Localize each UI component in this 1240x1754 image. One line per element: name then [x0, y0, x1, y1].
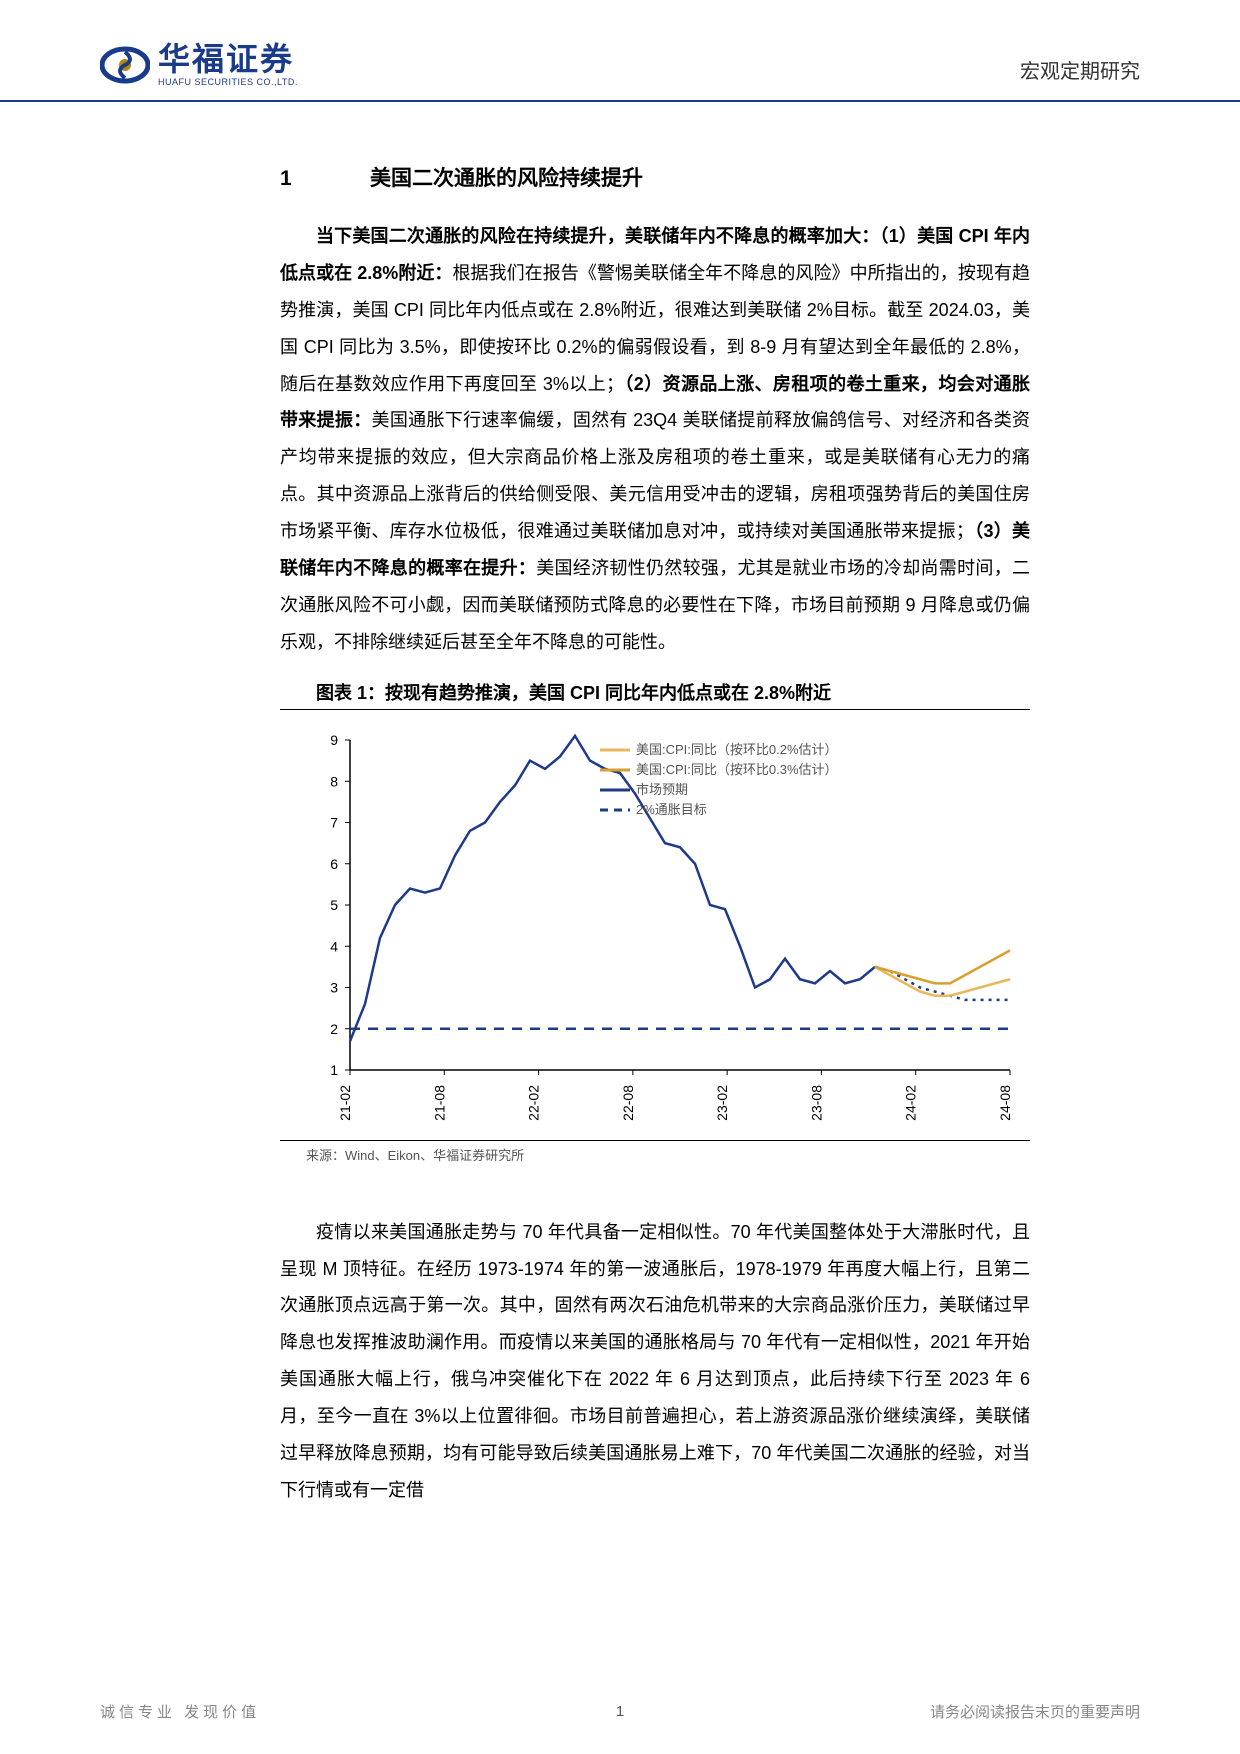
svg-text:7: 7	[330, 814, 338, 830]
svg-text:21-08: 21-08	[431, 1084, 447, 1120]
svg-text:23-08: 23-08	[808, 1084, 824, 1120]
svg-text:市场预期: 市场预期	[636, 782, 688, 797]
svg-text:2%通胀目标: 2%通胀目标	[636, 802, 707, 817]
content-area: 1美国二次通胀的风险持续提升 当下美国二次通胀的风险在持续提升，美联储年内不降息…	[0, 102, 1240, 1509]
svg-text:24-02: 24-02	[903, 1084, 919, 1120]
footer-left: 诚信专业 发现价值	[100, 1701, 260, 1722]
logo-en: HUAFU SECURITIES CO.,LTD.	[158, 78, 298, 88]
logo-text: 华福证券 HUAFU SECURITIES CO.,LTD.	[158, 42, 298, 87]
svg-text:1: 1	[330, 1062, 338, 1078]
page: 华福证券 HUAFU SECURITIES CO.,LTD. 宏观定期研究 1美…	[0, 0, 1240, 1754]
svg-text:22-02: 22-02	[526, 1084, 542, 1120]
logo-area: 华福证券 HUAFU SECURITIES CO.,LTD.	[100, 40, 298, 90]
footer: 诚信专业 发现价值 1 请务必阅读报告末页的重要声明	[0, 1701, 1240, 1722]
svg-text:9: 9	[330, 732, 338, 748]
svg-text:3: 3	[330, 979, 338, 995]
svg-text:6: 6	[330, 855, 338, 871]
p1-text-3: 美国通胀下行速率偏缓，固然有 23Q4 美联储提前释放偏鸽信号、对经济和各类资产…	[280, 410, 1030, 541]
svg-text:5: 5	[330, 897, 338, 913]
svg-text:21-02: 21-02	[337, 1084, 353, 1120]
svg-text:23-02: 23-02	[714, 1084, 730, 1120]
logo-cn: 华福证券	[158, 42, 298, 77]
p2-bold: 疫情以来美国通胀走势与 70 年代具备一定相似性。	[316, 1222, 731, 1242]
svg-text:22-08: 22-08	[620, 1084, 636, 1120]
paragraph-2: 疫情以来美国通胀走势与 70 年代具备一定相似性。70 年代美国整体处于大滞胀时…	[280, 1214, 1030, 1509]
header: 华福证券 HUAFU SECURITIES CO.,LTD. 宏观定期研究	[0, 0, 1240, 102]
paragraph-1: 当下美国二次通胀的风险在持续提升，美联储年内不降息的概率加大：（1）美国 CPI…	[280, 218, 1030, 661]
cpi-chart: 1 2 3 4 5 6 7 8 9 21-02 21-08 22-02 22-08 23-02 23-08 2…	[280, 720, 1030, 1140]
chart-source: 来源：Wind、Eikon、华福证券研究所	[280, 1140, 1030, 1164]
footer-page-number: 1	[616, 1703, 624, 1720]
section-number: 1	[280, 167, 370, 191]
logo-icon	[100, 40, 150, 90]
svg-text:4: 4	[330, 938, 338, 954]
header-category: 宏观定期研究	[1020, 55, 1140, 90]
chart-container: 1 2 3 4 5 6 7 8 9 21-02 21-08 22-02 22-08 23-02 23-08 2…	[280, 720, 1030, 1140]
section-title-text: 美国二次通胀的风险持续提升	[370, 167, 643, 190]
p2-rest: 70 年代美国整体处于大滞胀时代，且呈现 M 顶特征。在经历 1973-1974…	[280, 1222, 1030, 1500]
svg-text:美国:CPI:同比（按环比0.2%估计）: 美国:CPI:同比（按环比0.2%估计）	[636, 742, 838, 757]
svg-text:8: 8	[330, 773, 338, 789]
svg-text:2: 2	[330, 1020, 338, 1036]
section-heading: 1美国二次通胀的风险持续提升	[280, 162, 1030, 192]
chart-title: 图表 1：按现有趋势推演，美国 CPI 同比年内低点或在 2.8%附近	[280, 679, 1030, 710]
svg-text:24-08: 24-08	[997, 1084, 1013, 1120]
svg-text:美国:CPI:同比（按环比0.3%估计）: 美国:CPI:同比（按环比0.3%估计）	[636, 762, 838, 777]
footer-right: 请务必阅读报告末页的重要声明	[930, 1701, 1140, 1722]
